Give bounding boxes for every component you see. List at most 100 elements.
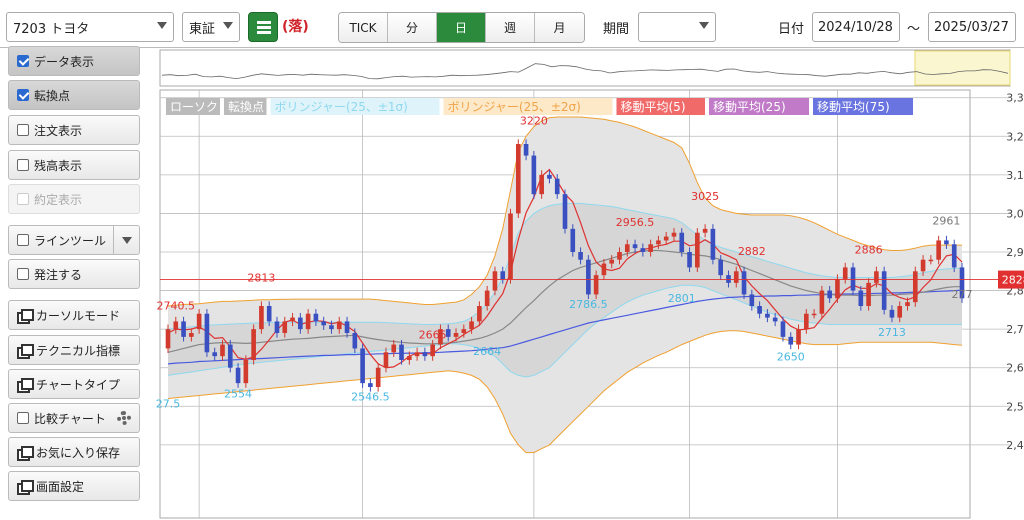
candle-body [804,313,809,330]
candle-body [189,333,194,337]
sidebar-item-10[interactable]: 比較チャート [8,403,140,433]
candle-body [515,144,521,214]
tab-period-3[interactable]: 週 [486,13,535,42]
candle-body [445,329,451,337]
tab-period-2[interactable]: 日 [437,13,486,42]
pivot-label: 2546.5 [351,390,390,403]
pivot-label: 2882 [738,245,766,258]
sidebar-item-3[interactable]: 残高表示 [8,150,140,180]
candle-body [912,271,918,303]
pivot-label: 2886 [855,243,883,256]
legend-chip [270,98,440,115]
candle-body [741,271,747,295]
period-tabs: TICK 分日週月 [338,12,585,43]
candle-body [726,275,731,283]
candle-body [523,144,529,156]
sidebar-item-5[interactable]: ラインツール [8,225,140,255]
date-to-input[interactable]: 2025/03/27 [928,12,1016,42]
y-tick-label: 2,600 [1006,362,1024,375]
range-select[interactable] [638,12,716,42]
candle-body [663,236,669,241]
candle-body [679,232,685,252]
candle-body [274,321,280,333]
sidebar-item-label: 発注する [34,267,83,282]
list-icon [257,21,271,24]
price-chart[interactable]: 2,4002,5002,6002,7002,8002,9003,0003,100… [150,48,1024,520]
candle-body [624,244,630,252]
ex-dividend-label: (落) [282,19,309,35]
sidebar-item-9[interactable]: チャートタイプ [8,369,140,399]
candle-body [227,344,233,368]
sidebar-item-7[interactable]: カーソルモード [8,300,140,330]
legend-label: 転換点 [228,100,264,114]
legend-chip [709,98,809,115]
tab-period-0[interactable]: TICK [339,13,388,42]
candle-body [897,306,903,318]
chevron-down-icon [223,22,233,29]
y-tick-label: 2,900 [1006,246,1024,259]
pivot-label: 3220 [520,115,548,128]
candle-body [920,259,926,272]
candle-body [951,244,957,268]
checkbox-icon [17,55,29,67]
candle-body [593,275,599,295]
candle-body [344,321,350,333]
candle-body [889,309,895,318]
candle-body [181,321,186,337]
candle-body [360,348,365,384]
candle-body [204,313,210,353]
tab-period-4[interactable]: 月 [535,13,584,42]
candle-body [796,329,801,345]
current-price-badge [998,270,1024,289]
date-from-input[interactable]: 2024/10/28 [812,12,900,42]
candle-body [329,325,334,330]
candle-body [336,321,342,330]
candle-body [578,252,583,260]
checkbox-icon [17,193,29,205]
candle-body [656,240,661,245]
chevron-down-icon[interactable] [113,226,139,254]
sidebar-item-label: 転換点 [34,88,71,103]
legend-chip [224,98,267,115]
candle-body [640,248,646,252]
list-button[interactable] [248,12,278,42]
sidebar-item-8[interactable]: テクニカル指標 [8,335,140,365]
sidebar-item-label: ラインツール [34,233,107,248]
candle-body [718,259,723,276]
sidebar-item-12[interactable]: 画面設定 [8,471,140,501]
legend-chip [166,98,220,115]
sidebar-item-0[interactable]: データ表示 [8,46,140,76]
y-tick-label: 3,100 [1006,169,1024,182]
sidebar-item-4: 約定表示 [8,184,140,214]
gear-icon[interactable] [117,411,131,425]
sidebar-item-2[interactable]: 注文表示 [8,115,140,145]
sidebar-item-11[interactable]: お気に入り保存 [8,437,140,467]
ticker-select[interactable]: 7203 トヨタ [6,12,174,42]
candle-body [733,271,739,283]
navigator-line [161,63,1009,80]
sidebar-item-label: データ表示 [34,54,95,69]
candle-body [375,367,381,387]
market-select[interactable]: 東証 [182,12,240,42]
candle-body [944,240,949,245]
sidebar-item-label: 比較チャート [34,411,106,426]
toolbar: 7203 トヨタ 東証 (落) TICK 分日週月 期間 日付 2024/10/2… [0,0,1024,48]
candle-body [531,155,537,195]
legend-chip [813,98,913,115]
legend-label: 移動平均(75) [817,100,890,114]
tab-period-1[interactable]: 分 [388,13,437,42]
sidebar-item-6[interactable]: 発注する [8,259,140,289]
candle-body [469,321,474,330]
candle-body [539,174,544,195]
checkbox-icon [17,89,29,101]
candle-body [407,356,412,360]
candle-body [874,271,879,283]
candle-body [173,321,179,330]
candle-body [391,344,397,353]
pivot-label: 2665 [419,329,447,342]
candle-body [586,259,591,295]
pivot-label: 2740.5 [157,300,196,313]
sidebar-item-1[interactable]: 転換点 [8,80,140,110]
sidebar-item-label: 残高表示 [34,158,83,173]
candle-body [438,329,443,345]
